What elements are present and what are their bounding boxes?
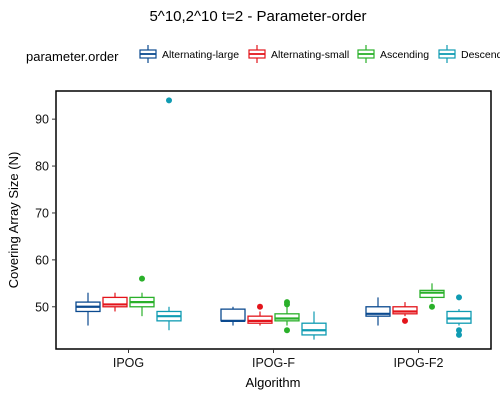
outlier-point: [166, 97, 172, 104]
x-tick-label: IPOG-F2: [393, 356, 443, 370]
outlier-point: [456, 331, 462, 338]
box-body: [392, 306, 418, 315]
box-descending-ipog: [156, 97, 182, 331]
box-alternating-large-ipog-f: [220, 306, 246, 326]
chart-title: 5^10,2^10 t=2 - Parameter-order: [149, 8, 366, 25]
outlier-point: [139, 275, 145, 282]
box-body: [301, 322, 327, 336]
legend-label: Alternating-small: [271, 49, 349, 61]
legend-item: Alternating-small: [248, 45, 349, 63]
legend: parameter.order Alternating-large Alterna…: [26, 45, 500, 64]
legend-label: Alternating-large: [162, 49, 239, 61]
box-alternating-large-ipog-f2: [365, 297, 391, 326]
box-body: [446, 310, 472, 324]
x-axis: IPOG IPOG-F IPOG-F2: [113, 349, 444, 370]
box-body: [274, 313, 300, 322]
box-body: [365, 306, 391, 317]
box-alternating-small-ipog-f: [247, 303, 273, 326]
outlier-point: [429, 303, 435, 310]
box-body: [247, 315, 273, 324]
box-alternating-small-ipog-f2: [392, 302, 418, 324]
box-body: [419, 289, 445, 299]
boxes: [75, 97, 472, 340]
box-descending-ipog-f2: [446, 294, 472, 338]
legend-item: Alternating-large: [139, 45, 239, 63]
legend-item: Ascending: [357, 45, 429, 63]
outlier-point: [402, 317, 408, 324]
x-tick-label: IPOG: [113, 356, 144, 370]
y-tick-label: 50: [35, 300, 49, 314]
box-alternating-large-ipog: [75, 292, 101, 326]
y-axis: 50 60 70 80 90: [35, 113, 56, 314]
plot-panel: [55, 90, 492, 350]
y-axis-title: Covering Array Size (N): [6, 152, 21, 289]
legend-item: Descending: [438, 45, 500, 63]
legend-title: parameter.order: [26, 49, 119, 64]
outlier-point: [284, 299, 290, 306]
legend-label: Ascending: [380, 49, 429, 61]
y-tick-label: 90: [35, 113, 49, 127]
y-tick-label: 80: [35, 160, 49, 174]
box-descending-ipog-f: [301, 311, 327, 340]
outlier-point: [456, 327, 462, 334]
legend-items: Alternating-large Alternating-small Ascend…: [139, 45, 500, 63]
y-tick-label: 70: [35, 206, 49, 220]
x-tick-label: IPOG-F: [252, 356, 295, 370]
y-tick-label: 60: [35, 253, 49, 267]
box-body: [220, 308, 246, 322]
box-ascending-ipog: [129, 275, 155, 317]
legend-label: Descending: [461, 49, 500, 61]
outlier-point: [257, 303, 263, 310]
outlier-point: [284, 327, 290, 334]
box-alternating-small-ipog: [102, 292, 128, 312]
box-ascending-ipog-f2: [419, 283, 445, 310]
x-axis-title: Algorithm: [246, 375, 301, 390]
box-body: [102, 296, 128, 308]
box-ascending-ipog-f: [274, 299, 300, 334]
outlier-point: [456, 294, 462, 301]
plot-area: 50 60 70 80 90 IPOG IPOG-F IPOG-F2: [35, 90, 492, 370]
